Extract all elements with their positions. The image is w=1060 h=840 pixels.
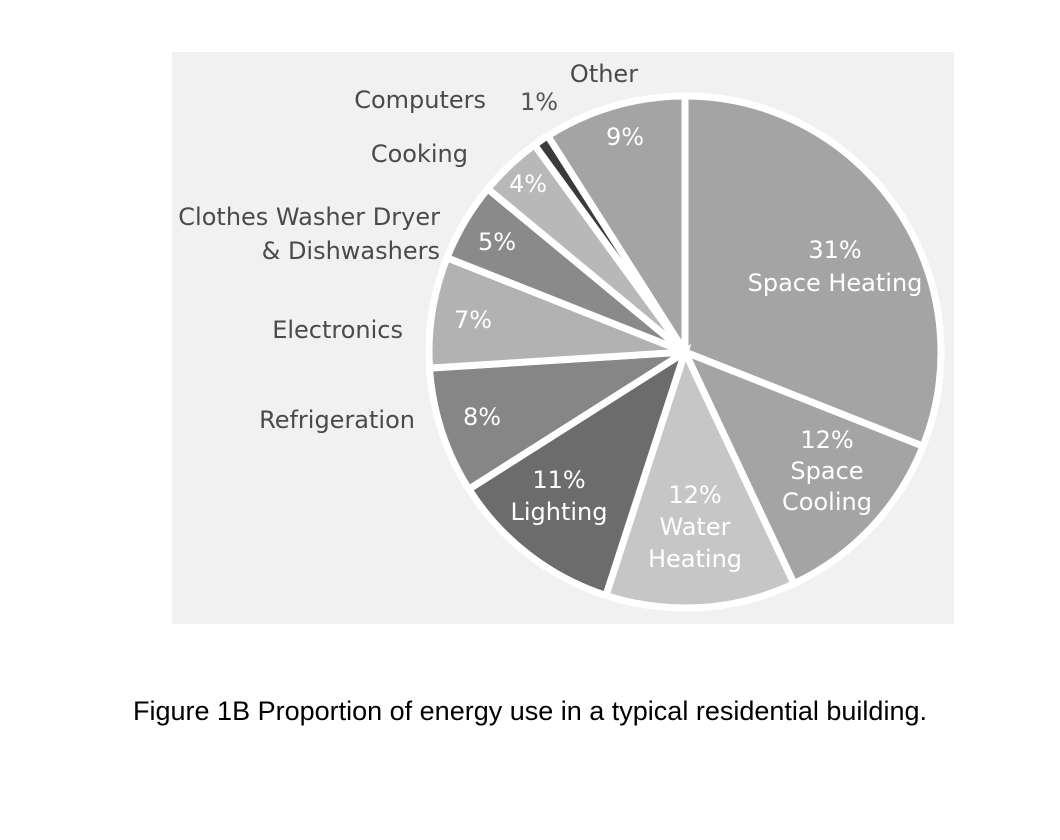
slice-label-other: Other — [570, 60, 638, 88]
slice-space-cooling — [678, 345, 928, 589]
slice-space-heating — [681, 92, 945, 451]
slice-label-space-cooling-1: Space — [790, 457, 863, 485]
pct-label-computers: 1% — [520, 88, 558, 116]
pct-label-lighting: 11% — [532, 466, 585, 494]
pct-label-refrigeration: 8% — [463, 403, 501, 431]
slice-label-clothes-washer-dryer-and-dishwashers-2: & Dishwashers — [262, 237, 440, 265]
pct-label-other: 9% — [606, 123, 644, 151]
slice-label-space-cooling-2: Cooling — [782, 488, 872, 516]
slice-lighting — [464, 343, 692, 600]
pct-label-clothes-washer-dryer-and-dishwashers: 5% — [478, 228, 516, 256]
slice-label-refrigeration: Refrigeration — [259, 406, 415, 434]
chart-panel: 31% Space Heating 12% Space Cooling 12% Water H… — [172, 52, 954, 624]
slice-label-cooking: Cooking — [371, 140, 468, 168]
slice-label-computers: Computers — [354, 86, 486, 114]
pct-label-space-cooling: 12% — [800, 426, 853, 454]
slice-label-water-heating-2: Heating — [648, 545, 742, 573]
figure-caption: Figure 1B Proportion of energy use in a … — [133, 696, 927, 726]
slice-label-clothes-washer-dryer-and-dishwashers-1: Clothes Washer Dryer — [178, 203, 440, 231]
pct-label-electronics: 7% — [454, 306, 492, 334]
slice-label-lighting: Lighting — [510, 498, 607, 526]
pct-label-space-heating: 31% — [808, 236, 861, 264]
slice-label-water-heating-1: Water — [660, 513, 731, 541]
slice-refrigeration — [425, 348, 687, 495]
slice-label-electronics: Electronics — [272, 316, 403, 344]
slice-water-heating — [601, 342, 799, 612]
pct-label-cooking: 4% — [509, 170, 547, 198]
slice-other — [542, 92, 689, 365]
pie-chart: 31% Space Heating 12% Space Cooling 12% Water H… — [178, 60, 945, 612]
pct-label-water-heating: 12% — [668, 481, 721, 509]
slice-label-space-heating: Space Heating — [748, 269, 923, 297]
